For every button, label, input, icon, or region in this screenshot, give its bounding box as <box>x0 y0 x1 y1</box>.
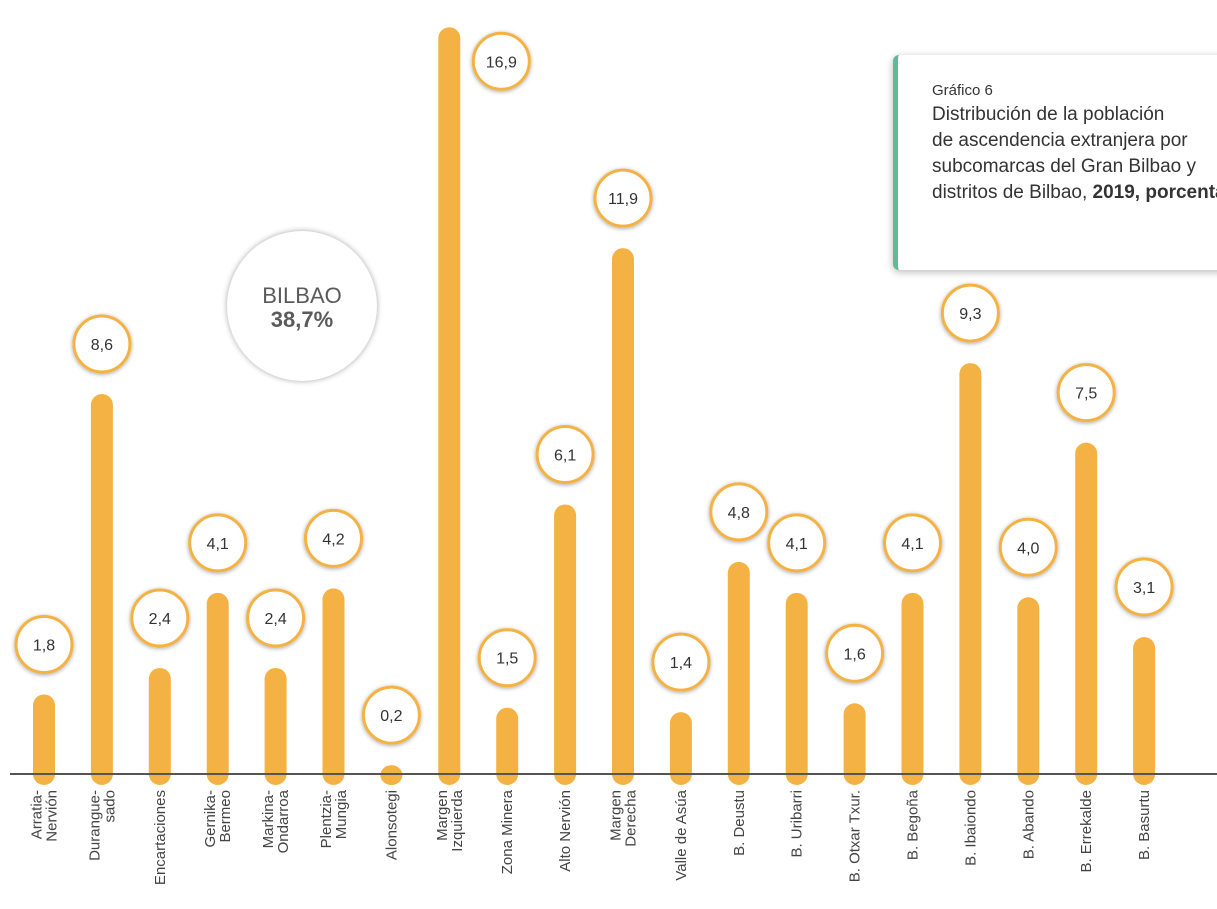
bar-3 <box>206 592 229 785</box>
category-label-14: B. Otxar Txur. <box>847 790 864 882</box>
value-bubble-12 <box>709 482 769 542</box>
bilbao-total-callout: BILBAO 38,7% <box>227 231 377 381</box>
category-label-7-0: Margen <box>434 790 451 841</box>
bar-18 <box>1075 442 1098 785</box>
chart-title-card: Gráfico 6 Distribución de la población d… <box>893 55 1217 270</box>
value-label-16: 9,3 <box>959 306 981 323</box>
category-label-4-1: Ondarroa <box>275 789 292 853</box>
category-label-10-0: Margen <box>608 790 625 841</box>
category-label-15: B. Begoña <box>905 789 922 860</box>
bar-7 <box>438 27 461 786</box>
category-label-1-0: Durangue- <box>86 790 103 861</box>
bar-11 <box>669 712 692 785</box>
value-label-4: 2,4 <box>264 611 286 628</box>
value-bubble-10 <box>593 168 653 228</box>
bar-6 <box>380 765 403 785</box>
value-bubble-17 <box>998 517 1058 577</box>
category-label-18: B. Errekalde <box>1078 790 1095 873</box>
bar-4 <box>264 667 287 785</box>
chart-title-line-3: subcomarcas del Gran Bilbao y <box>932 156 1197 177</box>
value-label-7: 16,9 <box>486 54 517 71</box>
value-bubble-7 <box>471 31 531 91</box>
category-label-3-1: Bermeo <box>217 790 234 843</box>
bar-12 <box>727 561 750 785</box>
category-label-17: B. Abando <box>1020 790 1037 859</box>
value-bubble-0 <box>14 614 74 674</box>
value-label-15: 4,1 <box>901 536 923 553</box>
category-label-0-0: Arratia- <box>29 790 46 839</box>
value-bubble-11 <box>651 632 711 692</box>
category-label-5-1: Mungia <box>333 789 350 839</box>
value-bubble-2 <box>130 588 190 648</box>
value-label-8: 1,5 <box>496 651 518 668</box>
value-bubble-13 <box>767 513 827 573</box>
value-bubble-4 <box>246 588 306 648</box>
bar-13 <box>785 592 808 785</box>
value-label-19: 3,1 <box>1133 580 1155 597</box>
value-label-2: 2,4 <box>149 611 171 628</box>
value-bubble-6 <box>361 685 421 745</box>
bar-1 <box>90 394 113 785</box>
category-label-13: B. Uribarri <box>789 790 806 858</box>
value-label-0: 1,8 <box>33 637 55 654</box>
value-label-11: 1,4 <box>670 655 692 672</box>
bar-5 <box>322 588 345 785</box>
bilbao-percent: 38,7% <box>270 307 334 332</box>
category-label-2: Encartaciones <box>152 790 169 885</box>
value-label-14: 1,6 <box>843 646 865 663</box>
chart-title-line-4-text: distritos de Bilbao, <box>932 182 1093 203</box>
value-label-10: 11,9 <box>608 191 638 208</box>
value-bubble-1 <box>72 314 132 374</box>
value-label-9: 6,1 <box>554 447 576 464</box>
chart-figure-label: Gráfico 6 <box>932 82 993 99</box>
category-label-10-1: Derecha <box>623 789 640 846</box>
bar-14 <box>843 703 866 785</box>
bar-8 <box>496 707 519 785</box>
category-label-12: B. Deustu <box>731 790 748 856</box>
bar-0 <box>33 694 55 785</box>
category-label-16: B. Ibaiondo <box>962 790 979 866</box>
value-bubble-15 <box>883 513 942 573</box>
category-label-9: Alto Nervión <box>557 790 574 872</box>
value-bubble-16 <box>940 283 1000 343</box>
category-label-7-1: Izquierda <box>449 789 466 851</box>
bar-16 <box>959 363 982 785</box>
value-label-18: 7,5 <box>1075 386 1097 403</box>
category-label-19: B. Basurtu <box>1136 790 1153 860</box>
bilbao-label: BILBAO <box>262 283 342 308</box>
bar-17 <box>1017 597 1040 785</box>
bar-15 <box>901 592 924 785</box>
category-label-5-0: Plentzia- <box>318 790 335 848</box>
value-label-17: 4,0 <box>1017 540 1039 557</box>
bar-10 <box>612 248 634 786</box>
value-bubble-18 <box>1056 363 1116 423</box>
value-bubble-5 <box>304 508 363 568</box>
value-bubble-3 <box>188 513 248 573</box>
chart-title-year-unit: 2019, porcentaje <box>1092 182 1217 203</box>
bar-9 <box>554 504 577 785</box>
bar-19 <box>1133 637 1156 785</box>
category-label-6: Alonsotegi <box>383 790 400 860</box>
value-bubble-8 <box>477 628 537 688</box>
category-label-4-0: Markina- <box>260 790 277 848</box>
category-label-3-0: Gernika- <box>202 790 219 848</box>
value-label-12: 4,8 <box>728 505 750 522</box>
chart-title-line-4: distritos de Bilbao, 2019, porcentaje <box>932 180 1217 206</box>
value-label-6: 0,2 <box>380 708 402 725</box>
bar-2 <box>148 667 171 785</box>
chart-title-line-2: de ascendencia extranjera por <box>932 130 1188 151</box>
value-label-3: 4,1 <box>207 536 229 553</box>
value-bubble-9 <box>535 424 595 484</box>
value-bubble-19 <box>1114 557 1174 617</box>
category-label-0-1: Nervión <box>44 790 61 842</box>
category-label-1-1: sado <box>101 790 118 823</box>
value-label-13: 4,1 <box>786 536 808 553</box>
category-label-11: Valle de Asúa <box>673 789 690 880</box>
value-label-5: 4,2 <box>322 531 344 548</box>
category-label-8: Zona Minera <box>499 789 516 874</box>
value-bubble-14 <box>825 623 885 683</box>
value-label-1: 8,6 <box>91 337 113 354</box>
chart-title-line-1: Distribución de la población <box>932 104 1165 125</box>
